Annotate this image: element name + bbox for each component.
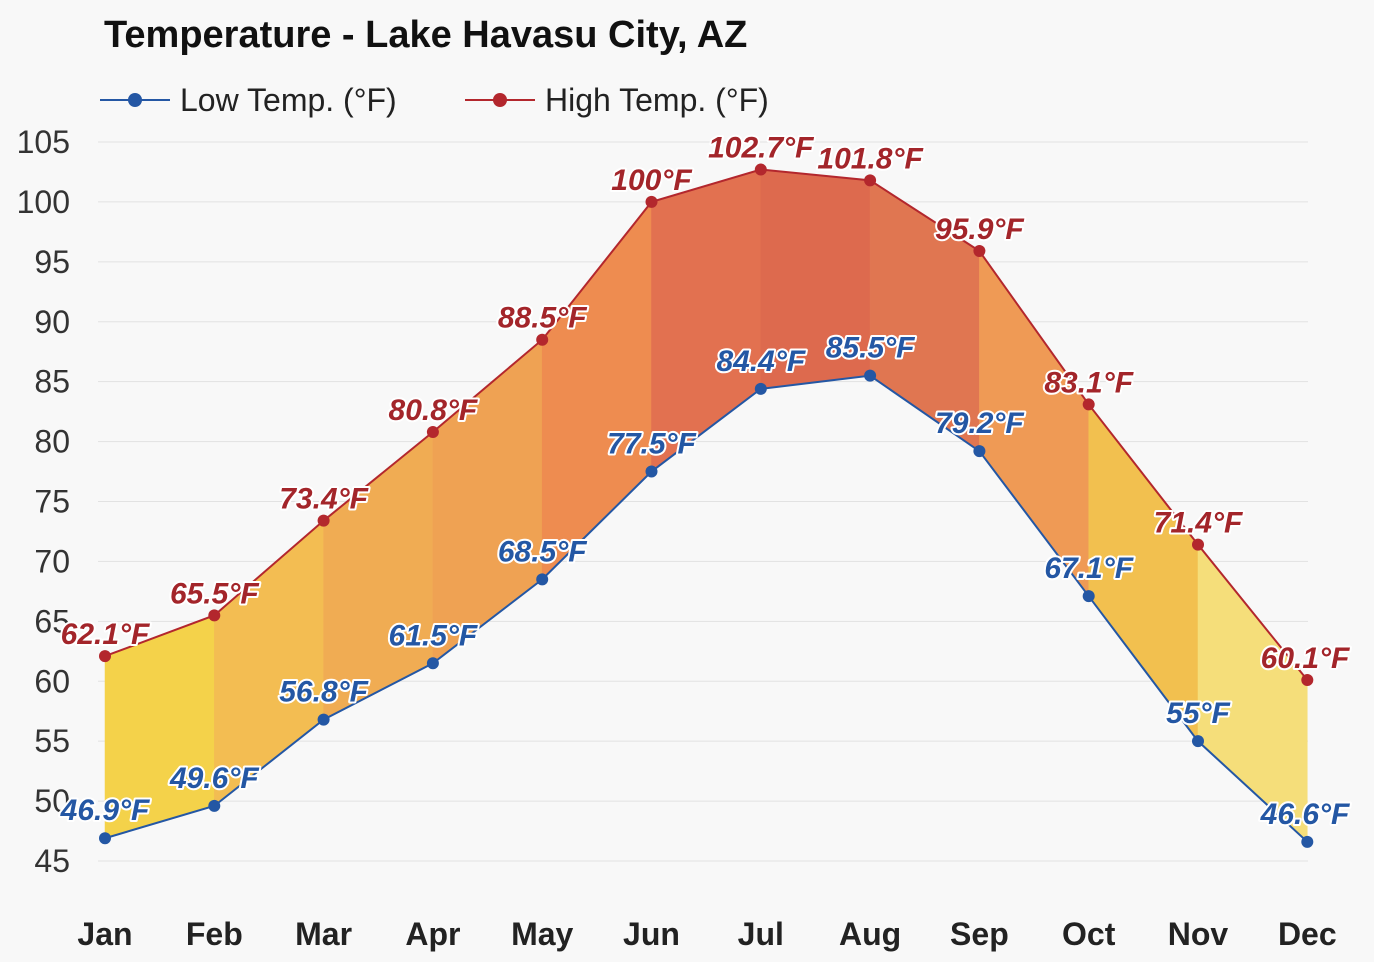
range-band-segment	[432, 339, 543, 664]
y-tick-label-70: 70	[34, 543, 70, 579]
legend-low-marker-icon	[100, 80, 170, 120]
low-temp-data-label: 55°F	[1166, 697, 1230, 730]
low-temp-data-label: 68.5°F	[498, 535, 587, 568]
x-tick-label-sep: Sep	[950, 916, 1009, 952]
high-temp-point[interactable]	[864, 174, 877, 187]
y-tick-label-60: 60	[34, 663, 70, 699]
x-tick-label-jun: Jun	[623, 916, 680, 952]
high-temp-data-label: 100°F	[611, 164, 692, 197]
range-band-segment	[651, 169, 762, 473]
high-temp-data-label: 80.8°F	[389, 394, 478, 427]
y-tick-label-95: 95	[34, 244, 70, 280]
high-temp-point[interactable]	[536, 333, 549, 346]
x-tick-label-oct: Oct	[1062, 916, 1116, 952]
legend-item-low-temp[interactable]: Low Temp. (°F)	[100, 80, 397, 120]
y-tick-label-85: 85	[34, 364, 70, 400]
low-temp-data-label: 46.9°F	[60, 794, 150, 827]
x-tick-label-dec: Dec	[1278, 916, 1337, 952]
low-temp-point[interactable]	[208, 799, 221, 812]
high-temp-data-label: 60.1°F	[1261, 642, 1350, 675]
low-temp-data-label: 49.6°F	[169, 762, 259, 795]
y-tick-label-100: 100	[17, 184, 70, 220]
x-tick-label-feb: Feb	[186, 916, 243, 952]
low-temp-data-label: 79.2°F	[935, 407, 1024, 440]
x-tick-label-jul: Jul	[738, 916, 784, 952]
low-temp-point[interactable]	[317, 713, 330, 726]
legend-high-label: High Temp. (°F)	[545, 81, 769, 118]
high-temp-point[interactable]	[1082, 398, 1095, 411]
low-temp-line	[104, 374, 1308, 843]
x-tick-label-nov: Nov	[1168, 916, 1229, 952]
high-temp-point[interactable]	[208, 609, 221, 622]
high-temp-data-label: 73.4°F	[279, 483, 368, 516]
y-tick-label-50: 50	[34, 783, 70, 819]
high-temp-point[interactable]	[973, 245, 986, 258]
legend-high-marker-icon	[465, 80, 535, 120]
y-tick-label-45: 45	[34, 843, 70, 879]
high-temp-data-label: 95.9°F	[935, 213, 1024, 246]
low-temp-point[interactable]	[1192, 735, 1204, 748]
x-tick-label-apr: Apr	[405, 916, 460, 952]
high-temp-point[interactable]	[99, 650, 111, 663]
high-temp-point[interactable]	[317, 514, 330, 527]
low-temp-point[interactable]	[1301, 835, 1314, 848]
low-temp-data-label: 61.5°F	[389, 619, 478, 652]
legend-low-label: Low Temp. (°F)	[180, 81, 397, 118]
low-temp-data-label: 85.5°F	[826, 332, 915, 365]
high-temp-data-label: 62.1°F	[61, 618, 150, 651]
high-temp-data-label: 83.1°F	[1044, 366, 1133, 399]
x-tick-label-aug: Aug	[839, 916, 901, 952]
low-temp-point[interactable]	[99, 832, 111, 845]
chart-title: Temperature - Lake Havasu City, AZ	[104, 14, 748, 56]
high-temp-point[interactable]	[1192, 538, 1204, 551]
high-temp-data-label: 71.4°F	[1154, 507, 1243, 540]
x-tick-label-mar: Mar	[295, 916, 352, 952]
low-temp-data-label: 46.6°F	[1260, 798, 1350, 831]
y-tick-label-105: 105	[17, 124, 70, 160]
high-temp-line	[104, 168, 1309, 681]
low-temp-point[interactable]	[1082, 590, 1095, 603]
high-temp-data-label: 102.7°F	[708, 132, 814, 165]
low-temp-point[interactable]	[754, 382, 767, 395]
y-tick-label-65: 65	[34, 603, 70, 639]
low-temp-point[interactable]	[973, 445, 986, 458]
high-temp-point[interactable]	[426, 425, 439, 438]
high-temp-point[interactable]	[645, 195, 658, 208]
low-temp-point[interactable]	[536, 573, 549, 586]
high-temp-point[interactable]	[1301, 674, 1314, 687]
y-tick-label-90: 90	[34, 304, 70, 340]
y-tick-label-80: 80	[34, 424, 70, 460]
high-temp-data-label: 65.5°F	[170, 577, 259, 610]
low-temp-point[interactable]	[426, 657, 439, 670]
high-temp-data-label: 101.8°F	[817, 142, 923, 175]
low-temp-point[interactable]	[645, 465, 658, 478]
high-temp-data-label: 88.5°F	[498, 302, 587, 335]
y-tick-label-75: 75	[34, 484, 70, 520]
y-tick-label-55: 55	[34, 723, 70, 759]
high-temp-point[interactable]	[754, 163, 767, 176]
low-temp-data-label: 77.5°F	[607, 428, 696, 461]
low-temp-data-label: 56.8°F	[279, 676, 368, 709]
low-temp-data-label: 67.1°F	[1044, 552, 1133, 585]
x-tick-label-jan: Jan	[77, 916, 132, 952]
x-tick-label-may: May	[511, 916, 573, 952]
low-temp-data-label: 84.4°F	[716, 345, 805, 378]
legend-item-high-temp[interactable]: High Temp. (°F)	[465, 80, 769, 120]
low-temp-point[interactable]	[864, 369, 877, 382]
range-band-segment	[541, 201, 652, 580]
